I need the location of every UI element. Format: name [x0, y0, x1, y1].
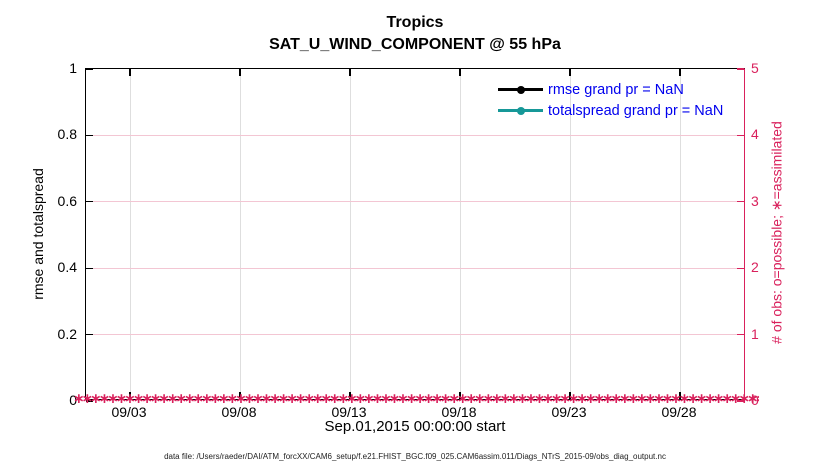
right-tick-label: 5	[751, 60, 759, 76]
x-tick-bottom	[129, 392, 131, 399]
left-tick-label: 0.4	[57, 259, 77, 276]
gridline-horizontal	[86, 267, 744, 269]
x-tick-top	[129, 69, 131, 76]
obs-count-marker-band: ∗∗∗∗∗∗∗∗∗∗∗∗∗∗∗∗∗∗∗∗∗∗∗∗∗∗∗∗∗∗∗∗∗∗∗∗∗∗∗∗…	[73, 392, 759, 407]
y-tick-right	[737, 334, 744, 336]
x-tick-bottom	[459, 392, 461, 399]
x-tick-top	[569, 69, 571, 76]
x-tick-label: 09/18	[441, 404, 477, 420]
right-tick-label: 3	[751, 192, 759, 209]
legend-item: totalspread grand pr = NaN	[498, 100, 723, 121]
x-tick-label: 09/03	[111, 404, 147, 420]
legend-label: totalspread grand pr = NaN	[548, 102, 724, 119]
y-tick-right	[737, 201, 744, 203]
right-tick-label: 0	[751, 392, 759, 408]
left-tick-label: 0	[69, 392, 77, 408]
x-tick-top	[239, 69, 241, 76]
gridline-vertical	[349, 69, 351, 399]
x-tick-label: 09/28	[661, 404, 697, 420]
left-tick-label: 1	[69, 60, 77, 76]
y-tick-right	[737, 68, 744, 70]
gridline-vertical	[129, 69, 131, 399]
x-tick-bottom	[349, 392, 351, 399]
y-tick-right	[737, 267, 744, 269]
x-tick-bottom	[239, 392, 241, 399]
x-tick-label: 09/13	[331, 404, 367, 420]
gridline-horizontal	[86, 134, 744, 136]
gridline-vertical	[459, 69, 461, 399]
x-tick-label: 09/23	[551, 404, 587, 420]
y-tick-right	[737, 400, 744, 402]
x-tick-bottom	[569, 392, 571, 399]
legend-label: rmse grand pr = NaN	[548, 81, 684, 98]
y-tick-left	[86, 334, 93, 336]
x-tick-label: 09/08	[221, 404, 257, 420]
chart-title: Tropics	[386, 14, 444, 31]
gridline-vertical	[569, 69, 571, 399]
y-tick-left	[86, 68, 93, 70]
right-tick-label: 1	[751, 325, 759, 342]
chart-subtitle: SAT_U_WIND_COMPONENT @ 55 hPa	[269, 36, 561, 53]
x-tick-top	[349, 69, 351, 76]
x-tick-bottom	[679, 392, 681, 399]
y-tick-left	[86, 400, 93, 402]
legend: rmse grand pr = NaN totalspread grand pr …	[498, 79, 723, 121]
legend-line-sample	[498, 85, 543, 94]
right-tick-label: 4	[751, 126, 759, 143]
right-tick-label: 2	[751, 259, 759, 276]
left-tick-label: 0.8	[57, 126, 77, 143]
y-tick-left	[86, 267, 93, 269]
y-tick-left	[86, 201, 93, 203]
y-tick-right	[737, 134, 744, 137]
legend-dot-marker	[517, 85, 525, 94]
legend-line-sample	[498, 106, 543, 115]
data-file-caption: data file: /Users/raeder/DAI/ATM_forcXX/…	[164, 452, 666, 461]
x-tick-top	[679, 69, 681, 76]
gridline-vertical	[239, 69, 241, 399]
gridline-horizontal	[86, 201, 744, 203]
left-tick-label: 0.6	[57, 192, 77, 209]
left-tick-label: 0.2	[57, 325, 77, 342]
x-axis-label: Sep.01,2015 00:00:00 start	[324, 418, 506, 435]
legend-dot-marker	[517, 106, 525, 115]
gridline-vertical	[679, 69, 681, 399]
x-tick-top	[459, 69, 461, 76]
right-axis-label: # of obs: o=possible; ∗=assimilated	[768, 121, 785, 344]
legend-item: rmse grand pr = NaN	[498, 79, 723, 100]
y-tick-left	[86, 134, 93, 137]
gridline-horizontal	[86, 334, 744, 336]
plot-area	[85, 68, 745, 402]
